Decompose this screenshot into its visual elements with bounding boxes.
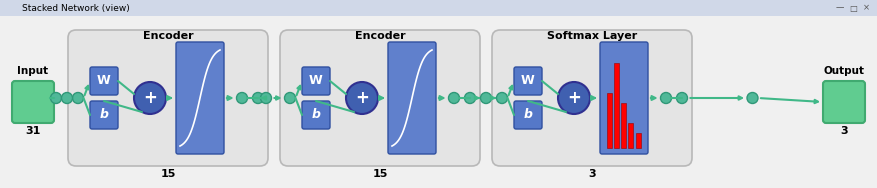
Circle shape [676, 92, 688, 104]
Circle shape [660, 92, 672, 104]
FancyBboxPatch shape [600, 42, 648, 154]
Text: 15: 15 [373, 169, 388, 179]
Bar [607, 93, 612, 148]
Circle shape [346, 82, 378, 114]
FancyBboxPatch shape [302, 101, 330, 129]
Text: Softmax Layer: Softmax Layer [547, 31, 637, 41]
Circle shape [73, 92, 83, 104]
Bar [621, 103, 626, 148]
FancyBboxPatch shape [514, 67, 542, 95]
Circle shape [260, 92, 272, 104]
Text: Encoder: Encoder [143, 31, 193, 41]
Text: W: W [97, 74, 111, 87]
Text: 3: 3 [840, 126, 848, 136]
FancyBboxPatch shape [302, 67, 330, 95]
FancyBboxPatch shape [388, 42, 436, 154]
Circle shape [747, 92, 758, 104]
Text: □: □ [849, 4, 857, 12]
Text: ×: × [862, 4, 869, 12]
FancyBboxPatch shape [176, 42, 224, 154]
Text: b: b [99, 108, 109, 121]
Circle shape [253, 92, 263, 104]
Text: b: b [524, 108, 532, 121]
Text: 3: 3 [588, 169, 595, 179]
Circle shape [284, 92, 296, 104]
Text: +: + [355, 89, 369, 107]
FancyBboxPatch shape [514, 101, 542, 129]
FancyBboxPatch shape [280, 30, 480, 166]
FancyBboxPatch shape [823, 81, 865, 123]
Text: W: W [309, 74, 323, 87]
Text: 31: 31 [25, 126, 40, 136]
Bar [614, 63, 619, 148]
Text: +: + [143, 89, 157, 107]
FancyBboxPatch shape [12, 81, 54, 123]
Circle shape [61, 92, 73, 104]
Text: Input: Input [18, 66, 48, 76]
Circle shape [51, 92, 61, 104]
Text: +: + [567, 89, 581, 107]
Circle shape [558, 82, 590, 114]
FancyBboxPatch shape [492, 30, 692, 166]
FancyBboxPatch shape [90, 101, 118, 129]
Circle shape [496, 92, 508, 104]
Text: —: — [836, 4, 845, 12]
FancyBboxPatch shape [68, 30, 268, 166]
Bar [628, 123, 633, 148]
Bar [0, 0, 877, 16]
Text: 15: 15 [160, 169, 175, 179]
Text: Encoder: Encoder [354, 31, 405, 41]
Text: Output: Output [824, 66, 865, 76]
Circle shape [237, 92, 247, 104]
FancyBboxPatch shape [90, 67, 118, 95]
Bar [636, 133, 641, 148]
Text: W: W [521, 74, 535, 87]
Text: b: b [311, 108, 320, 121]
Circle shape [465, 92, 475, 104]
Circle shape [448, 92, 460, 104]
Circle shape [134, 82, 166, 114]
Text: Stacked Network (view): Stacked Network (view) [22, 4, 130, 12]
Circle shape [481, 92, 491, 104]
